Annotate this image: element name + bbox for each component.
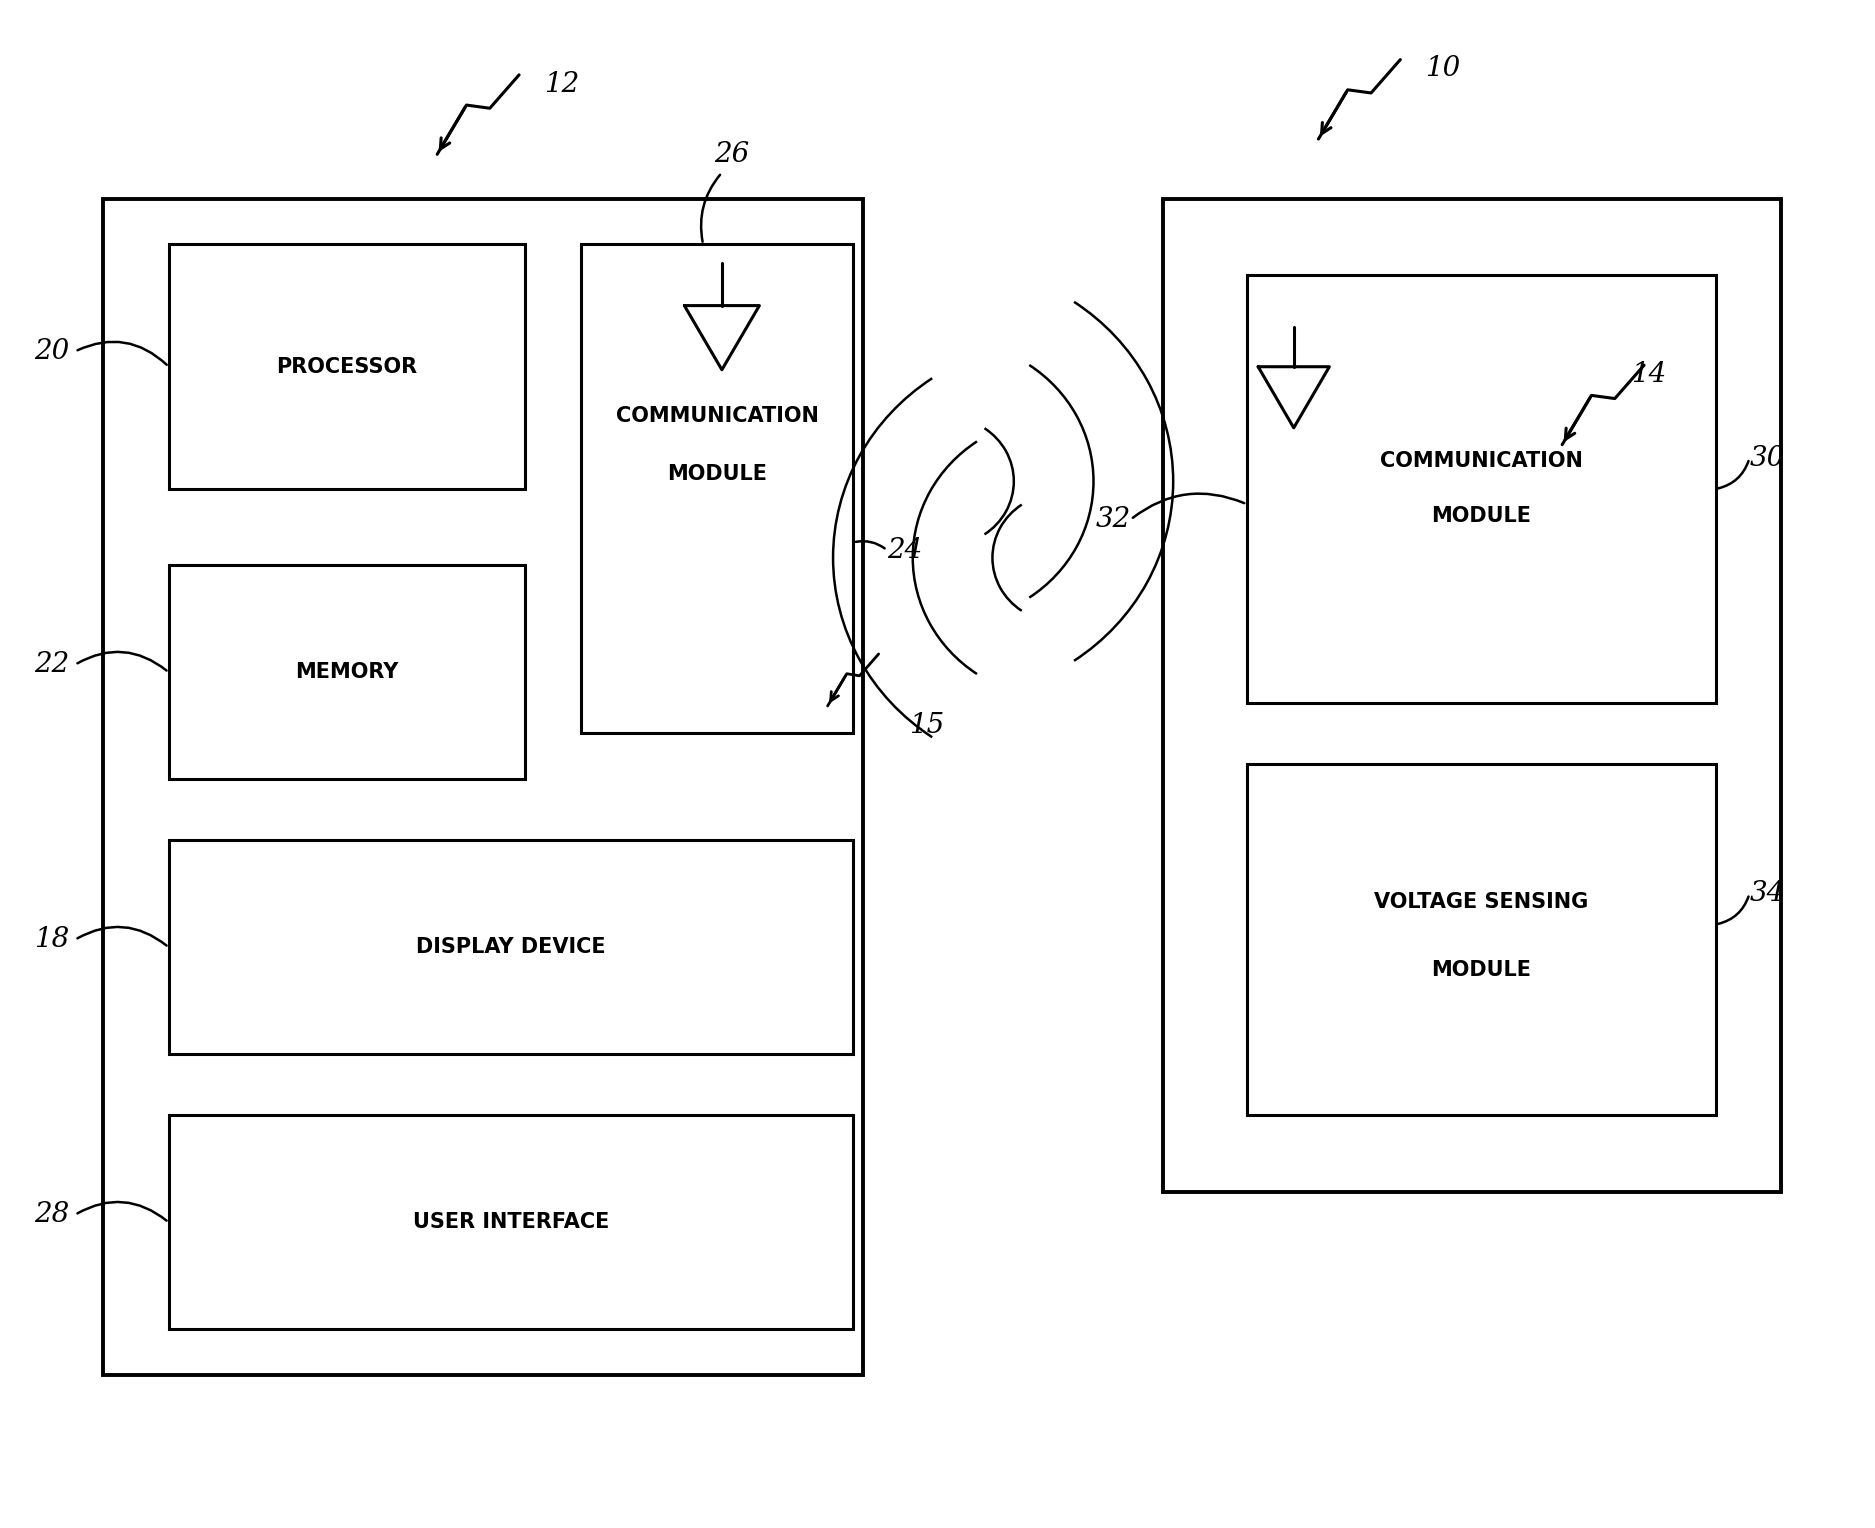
Text: 32: 32 [1095, 506, 1131, 533]
Text: 30: 30 [1749, 445, 1785, 472]
Text: PROCESSOR: PROCESSOR [276, 356, 418, 377]
FancyBboxPatch shape [1247, 275, 1716, 703]
Text: 24: 24 [887, 536, 922, 564]
FancyBboxPatch shape [1162, 199, 1781, 1192]
FancyBboxPatch shape [103, 199, 862, 1375]
Text: 15: 15 [909, 712, 945, 740]
Text: 14: 14 [1631, 361, 1667, 388]
Text: MEMORY: MEMORY [294, 662, 399, 683]
Text: 10: 10 [1425, 55, 1461, 83]
FancyBboxPatch shape [169, 244, 525, 489]
Text: 18: 18 [34, 926, 69, 953]
FancyBboxPatch shape [169, 1115, 853, 1329]
Text: DISPLAY DEVICE: DISPLAY DEVICE [416, 937, 606, 958]
Text: MODULE: MODULE [1431, 960, 1532, 981]
Text: VOLTAGE SENSING: VOLTAGE SENSING [1374, 891, 1588, 912]
Text: 34: 34 [1749, 880, 1785, 908]
Text: 22: 22 [34, 651, 69, 678]
Text: 12: 12 [544, 70, 579, 98]
Text: USER INTERFACE: USER INTERFACE [412, 1212, 609, 1233]
Text: MODULE: MODULE [668, 463, 767, 484]
FancyBboxPatch shape [581, 244, 853, 733]
Text: COMMUNICATION: COMMUNICATION [1380, 451, 1582, 472]
Text: COMMUNICATION: COMMUNICATION [615, 405, 819, 426]
FancyBboxPatch shape [169, 840, 853, 1054]
Text: 26: 26 [714, 141, 748, 168]
FancyBboxPatch shape [1247, 764, 1716, 1115]
Text: 20: 20 [34, 338, 69, 365]
Text: 28: 28 [34, 1201, 69, 1229]
Text: MODULE: MODULE [1431, 506, 1532, 527]
FancyBboxPatch shape [169, 565, 525, 779]
